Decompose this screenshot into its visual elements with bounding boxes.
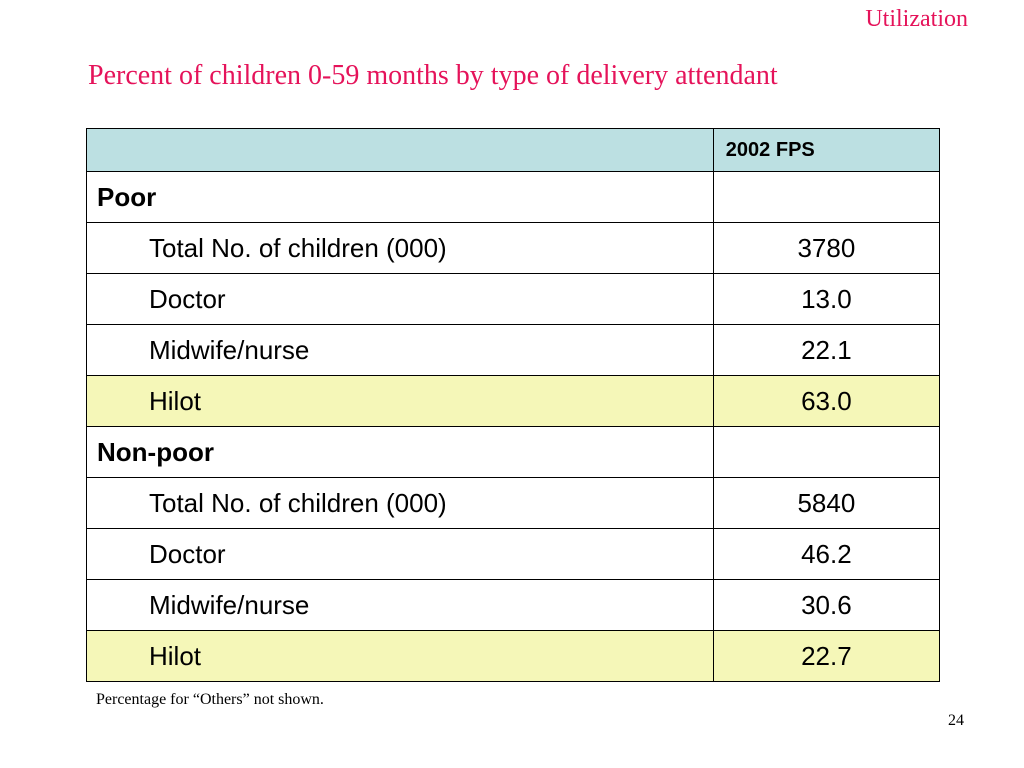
table-row: Total No. of children (000) 5840 (86, 477, 941, 529)
row-value: 63.0 (712, 375, 941, 427)
table-row: Doctor 13.0 (86, 273, 941, 325)
row-value: 22.7 (712, 630, 941, 682)
row-label: Total No. of children (000) (86, 477, 714, 529)
group-label: Non-poor (86, 426, 714, 478)
row-value: 46.2 (712, 528, 941, 580)
row-value: 3780 (712, 222, 941, 274)
group-row-poor: Poor (86, 171, 941, 223)
data-table: 2002 FPS Poor Total No. of children (000… (86, 128, 941, 682)
row-label: Midwife/nurse (86, 579, 714, 631)
group-value-empty (712, 426, 941, 478)
group-row-non-poor: Non-poor (86, 426, 941, 478)
row-label: Midwife/nurse (86, 324, 714, 376)
page-number: 24 (948, 712, 964, 729)
row-value: 13.0 (712, 273, 941, 325)
header-empty-cell (86, 128, 714, 172)
table-row: Midwife/nurse 22.1 (86, 324, 941, 376)
footnote: Percentage for “Others” not shown. (96, 691, 324, 708)
table-row-highlighted: Hilot 22.7 (86, 630, 941, 682)
row-label: Doctor (86, 528, 714, 580)
group-value-empty (712, 171, 941, 223)
table-row: Total No. of children (000) 3780 (86, 222, 941, 274)
section-tag: Utilization (865, 6, 968, 32)
group-label: Poor (86, 171, 714, 223)
row-label: Total No. of children (000) (86, 222, 714, 274)
slide-title: Percent of children 0-59 months by type … (88, 60, 778, 91)
row-label: Hilot (86, 375, 714, 427)
table-row-highlighted: Hilot 63.0 (86, 375, 941, 427)
row-value: 5840 (712, 477, 941, 529)
table-row: Midwife/nurse 30.6 (86, 579, 941, 631)
row-value: 22.1 (712, 324, 941, 376)
row-label: Doctor (86, 273, 714, 325)
column-header: 2002 FPS (712, 128, 941, 172)
row-label: Hilot (86, 630, 714, 682)
row-value: 30.6 (712, 579, 941, 631)
table-row: Doctor 46.2 (86, 528, 941, 580)
table-header-row: 2002 FPS (86, 128, 941, 172)
